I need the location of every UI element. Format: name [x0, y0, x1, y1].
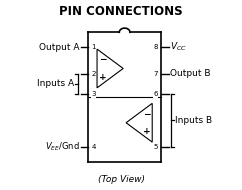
Text: Inputs A: Inputs A: [37, 79, 74, 89]
Text: 2: 2: [91, 71, 96, 77]
Text: 1: 1: [91, 44, 96, 50]
Text: +: +: [143, 127, 151, 136]
Text: 5: 5: [154, 144, 158, 150]
Text: Inputs B: Inputs B: [175, 116, 212, 125]
Bar: [88, 32, 161, 162]
Text: (Top View): (Top View): [98, 175, 144, 184]
Text: Output B: Output B: [170, 69, 210, 78]
Text: −: −: [99, 55, 106, 64]
Text: Output A: Output A: [39, 43, 79, 52]
Text: 7: 7: [153, 71, 158, 77]
Text: 8: 8: [153, 44, 158, 50]
Polygon shape: [126, 103, 152, 142]
Text: 6: 6: [153, 91, 158, 97]
Text: 3: 3: [91, 91, 96, 97]
Polygon shape: [97, 49, 123, 88]
Text: $V_{CC}$: $V_{CC}$: [170, 41, 187, 53]
Text: $V_{EE}$/Gnd: $V_{EE}$/Gnd: [45, 140, 79, 153]
Text: −: −: [143, 110, 151, 119]
Text: 4: 4: [91, 144, 96, 150]
Text: +: +: [98, 73, 106, 82]
Text: PIN CONNECTIONS: PIN CONNECTIONS: [59, 5, 183, 18]
